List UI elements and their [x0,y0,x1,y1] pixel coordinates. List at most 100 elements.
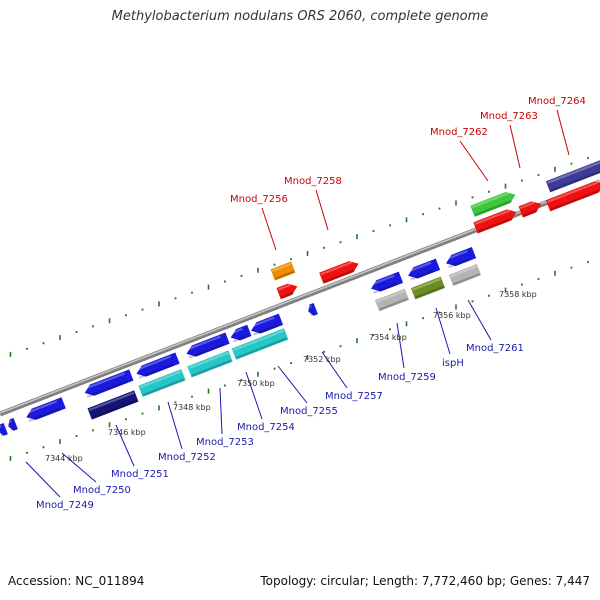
gene-mnod-7252 [185,332,230,359]
gene-mnod-7262-shade [477,217,514,233]
gene-mnod-7259-rna-highlight [376,289,405,303]
gene-mnod-7264 [545,181,600,212]
leader-mnod-7257 [321,351,348,389]
gene-mnod-7262-rna-shade [474,199,513,217]
gene-mnod-7249-shade [28,408,61,423]
kbp-label-7346: 7346 kbp [108,428,146,437]
gene-mnod-7247-small-shade [0,432,5,437]
gene-mnod-7250-shade [86,380,128,398]
leader-mnod-7252 [167,401,183,450]
gene-mnod-7252-body [186,332,230,357]
gene-mnod-7252-shade [188,343,225,359]
gene-mnod-7254-body [251,313,284,334]
gene-mnod-7258 [319,261,359,284]
label-leader-lines [25,109,570,498]
kbp-label-7354: 7354 kbp [369,333,407,342]
leader-mnod-7251 [115,424,135,467]
gene-label-mnod-7259: Mnod_7259 [378,372,436,383]
inner-tick-track [9,261,589,461]
gene-mnod-7259-shade [410,269,435,281]
gene-label-mnod-7263: Mnod_7263 [480,111,538,122]
leader-mnod-7261 [467,299,492,341]
gene-mnod-7252-rna-highlight [139,370,182,389]
gene-mnod-7251-rna-highlight [88,391,135,412]
leader-mnod-7255 [277,365,308,404]
kbp-label-7348: 7348 kbp [173,403,211,412]
gene-mnod-7254-rna-body [231,328,289,360]
gene-mnod-7262-body [473,209,517,234]
gene-mnod-7253-body [230,324,252,341]
gene-mnod-7262-rna [470,191,516,217]
gene-mnod-7254-highlight [250,316,275,328]
gene-mnod-7249-body [26,397,66,420]
gene-mnod-7262-highlight [474,209,511,225]
map-title: Methylobacterium nodulans ORS 2060, comp… [111,9,489,24]
reverse-gene-labels: Mnod_7249 Mnod_7250 Mnod_7251 Mnod_7252 … [36,343,524,511]
gene-isph-body [446,246,477,267]
gene-mnod-7251 [135,352,180,379]
gene-mnod-7253-rna [187,350,233,378]
gene-mnod-7255-small-shade [310,312,315,317]
gene-mnod-7252-rna [138,369,186,397]
gene-mnod-7264-rna-body [545,159,600,193]
gene-isph-rna [410,276,446,300]
gene-mnod-7251-rna [87,390,139,420]
gene-mnod-7261-rna-shade [453,273,481,286]
gene-mnod-7257 [370,271,404,294]
gene-mnod-7255-small-body [308,302,318,316]
accession-text: Accession: NC_011894 [8,574,145,588]
gene-mnod-7259-highlight [407,261,432,273]
gene-label-isph: ispH [442,358,464,369]
gene-mnod-7248-small [7,417,18,432]
gene-mnod-7256-rna-body [270,261,296,281]
gene-mnod-7253-shade [232,335,246,343]
gene-mnod-7261-rna-highlight [450,265,478,278]
gene-label-mnod-7251: Mnod_7251 [111,469,169,480]
gene-isph-shade [448,257,471,269]
gene-mnod-7257-shade [373,282,398,294]
gene-label-mnod-7249: Mnod_7249 [36,500,94,511]
gene-mnod-7264-rna [545,159,600,193]
gene-mnod-7263-shade [522,209,538,217]
gene-mnod-7248-small-highlight [7,420,12,424]
gene-mnod-7253-rna-highlight [188,351,229,369]
gene-mnod-7263-body [518,201,542,218]
gene-mnod-7251-shade [138,363,175,379]
gene-mnod-7254 [250,313,284,336]
gene-mnod-7255-small-highlight [307,305,312,309]
gene-mnod-7262 [473,209,517,234]
gene-mnod-7259-rna [374,288,410,312]
gene-features [0,159,600,437]
gene-label-mnod-7250: Mnod_7250 [73,485,131,496]
leader-mnod-7249 [25,461,61,498]
gene-mnod-7249 [25,397,66,423]
gene-mnod-7256-body [276,283,298,300]
leader-mnod-7254 [245,371,263,420]
gene-isph-rna-highlight [412,277,441,291]
gene-isph-rna-body [410,276,446,300]
gene-mnod-7254-rna [231,328,289,360]
gene-mnod-7259-rna-shade [379,297,409,311]
gene-mnod-7258-highlight [320,261,353,276]
gene-mnod-7264-shade [550,189,600,211]
gene-mnod-7257-body [371,271,404,292]
kbp-label-7356: 7356 kbp [433,311,471,320]
gene-mnod-7251-rna-body [87,390,139,420]
gene-label-mnod-7261: Mnod_7261 [466,343,524,354]
gene-mnod-7264-rna-highlight [547,160,600,184]
gene-mnod-7253-rna-body [187,350,233,378]
gene-isph-rna-shade [415,285,445,299]
gene-mnod-7252-rna-body [138,369,186,397]
gene-isph [445,246,477,269]
leader-mnod-7258 [315,189,329,231]
gene-mnod-7254-shade [253,324,278,336]
gene-mnod-7258-body [319,261,359,284]
gene-label-mnod-7258: Mnod_7258 [284,176,342,187]
gene-mnod-7259-body [408,258,441,279]
gene-mnod-7256-shade [280,291,294,299]
kbp-label-7350: 7350 kbp [237,379,275,388]
gene-mnod-7263-highlight [519,201,535,209]
leader-mnod-7263 [509,124,521,169]
gene-mnod-7250-highlight [83,372,125,391]
gene-mnod-7248-small-body [8,417,18,431]
